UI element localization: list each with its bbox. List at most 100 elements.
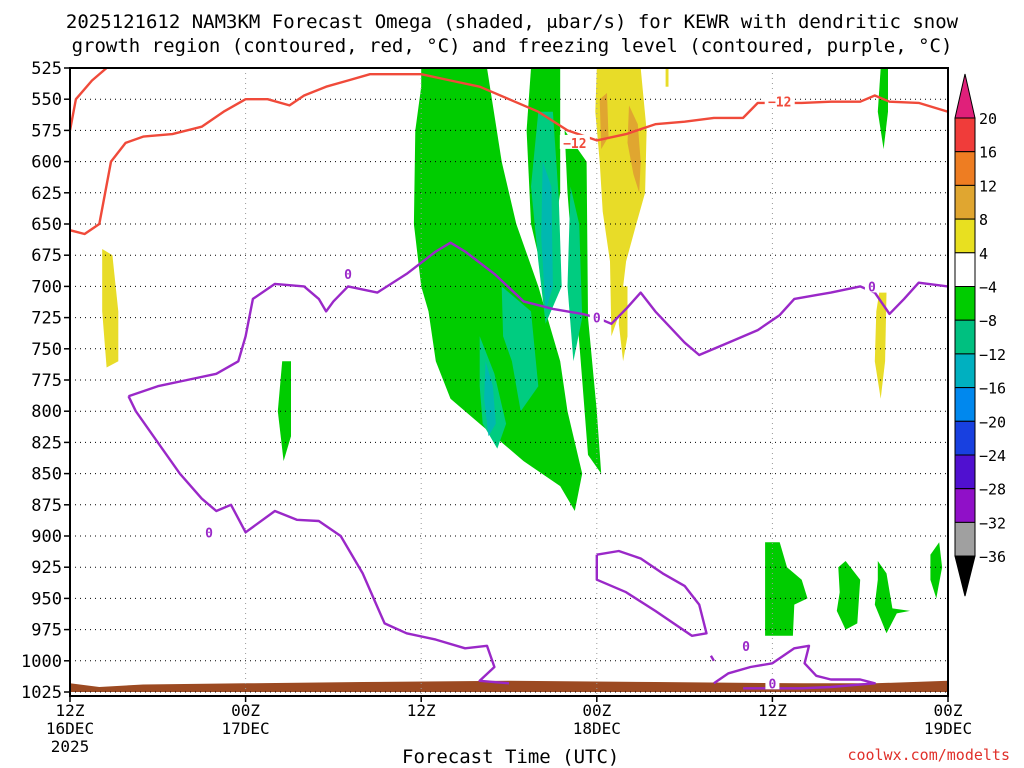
chart-title-line1: 2025121612 NAM3KM Forecast Omega (shaded… bbox=[65, 11, 959, 33]
colorbar-swatch-7 bbox=[954, 353, 976, 389]
colorbar-swatch-4 bbox=[954, 252, 976, 288]
x-tick-label-60-0: 00Z bbox=[934, 701, 963, 720]
shade-5-0 bbox=[70, 680, 948, 692]
colorbar-label-8: −16 bbox=[979, 380, 1006, 398]
contour-1-points2 bbox=[128, 241, 948, 398]
contour-label-bg-1-0 bbox=[202, 524, 217, 539]
colorbar-swatch-2 bbox=[954, 184, 976, 220]
y-tick-label-550: 550 bbox=[31, 90, 62, 110]
colorbar-swatch-1 bbox=[954, 151, 976, 186]
contour-label-1-1: 0 bbox=[344, 268, 352, 283]
shade-2-1 bbox=[484, 361, 496, 437]
y-tick-label-750: 750 bbox=[31, 340, 62, 360]
y-tick-label-650: 650 bbox=[31, 215, 62, 235]
contour-1-points3 bbox=[595, 549, 708, 637]
y-tick-label-925: 925 bbox=[31, 558, 62, 578]
colorbar-label-7: −12 bbox=[979, 346, 1006, 364]
shade-0-7 bbox=[836, 561, 861, 630]
x-axis-title: Forecast Time (UTC) bbox=[402, 746, 620, 768]
contour-label-1-5: 0 bbox=[742, 640, 750, 655]
x-tick-label-12-1: 17DEC bbox=[222, 719, 270, 738]
shade-3-3 bbox=[874, 292, 887, 399]
shade-0-3 bbox=[277, 361, 291, 462]
shade-3-4 bbox=[665, 68, 669, 87]
contour-label-0-1: −12 bbox=[768, 96, 791, 111]
plot-frame bbox=[64, 67, 949, 702]
y-tick-label-875: 875 bbox=[31, 496, 62, 516]
colorbar-label-10: −24 bbox=[979, 447, 1006, 465]
shade-0-4 bbox=[877, 68, 888, 150]
chart-title-line2: growth region (contoured, red, °C) and f… bbox=[71, 35, 953, 57]
x-tick-label-0-1: 16DEC bbox=[46, 719, 94, 738]
y-tick-label-900: 900 bbox=[31, 527, 62, 547]
y-tick-label-625: 625 bbox=[31, 184, 62, 204]
contour-label-1-3: 0 bbox=[768, 677, 776, 692]
contour-label-bg-1-3 bbox=[765, 675, 780, 690]
colorbar-swatch-10 bbox=[954, 454, 976, 490]
contour-label-1-2: 0 bbox=[593, 312, 601, 327]
colorbar-swatch-8 bbox=[954, 387, 976, 422]
y-tick-label-1000: 1000 bbox=[21, 652, 62, 672]
colorbar-label-11: −28 bbox=[979, 481, 1006, 499]
shade-4-0 bbox=[627, 105, 641, 193]
y-tick-label-850: 850 bbox=[31, 465, 62, 485]
x-tick-label-48-0: 12Z bbox=[758, 701, 787, 720]
shade-3-2 bbox=[102, 249, 119, 368]
shade-0-6 bbox=[765, 542, 808, 636]
colorbar-label-2: 12 bbox=[979, 177, 997, 195]
y-tick-label-800: 800 bbox=[31, 402, 62, 422]
x-tick-label-12-0: 00Z bbox=[231, 701, 260, 720]
contour-1-points5 bbox=[709, 655, 715, 662]
y-tick-label-950: 950 bbox=[31, 589, 62, 609]
x-tick-label-36-1: 18DEC bbox=[573, 719, 621, 738]
y-tick-label-1025: 1025 bbox=[21, 683, 62, 703]
y-tick-label-675: 675 bbox=[31, 246, 62, 266]
colorbar: 20 16 12 8 4 −4 −8 −12 −16 −20 −24 −28 −32 −36 bbox=[954, 73, 1006, 597]
colorbar-label-1: 16 bbox=[979, 144, 997, 162]
colorbar-swatch-0 bbox=[954, 117, 976, 153]
colorbar-swatch-12 bbox=[954, 521, 976, 557]
shade-2-0 bbox=[541, 161, 553, 312]
y-axis-tick-labels: 525 550 575 600 625 650 675 700 725 750 775 800 825 8… bbox=[21, 59, 62, 703]
colorbar-swatch-5 bbox=[954, 286, 976, 321]
y-tick-label-600: 600 bbox=[31, 153, 62, 173]
colorbar-label-13: −36 bbox=[979, 548, 1006, 566]
colorbar-label-3: 8 bbox=[979, 211, 988, 229]
x-tick-label-0-0: 12Z bbox=[56, 701, 85, 720]
shade-0-5 bbox=[874, 561, 910, 634]
colorbar-swatch-3 bbox=[954, 218, 976, 254]
contour-0-points2 bbox=[70, 73, 948, 236]
contour-0-points bbox=[70, 68, 108, 131]
shade-0-0 bbox=[413, 68, 583, 511]
shade-1-3 bbox=[567, 186, 583, 362]
y-tick-label-975: 975 bbox=[31, 621, 62, 641]
contour-label-bg-1-5 bbox=[739, 637, 754, 652]
colorbar-label-5: −4 bbox=[979, 279, 997, 297]
contour-1-points4 bbox=[713, 644, 876, 690]
colorbar-label-0: 20 bbox=[979, 110, 997, 128]
y-tick-label-825: 825 bbox=[31, 433, 62, 453]
plot-border bbox=[69, 67, 949, 697]
x-tick-label-60-1: 19DEC bbox=[924, 719, 972, 738]
colorbar-label-6: −8 bbox=[979, 312, 997, 330]
contour-label-1-0: 0 bbox=[205, 526, 213, 541]
y-tick-label-775: 775 bbox=[31, 371, 62, 391]
shade-0-8 bbox=[930, 542, 943, 599]
shade-3-1 bbox=[618, 286, 628, 362]
x-tick-label-0-2: 2025 bbox=[51, 737, 90, 756]
omega-shading-layer bbox=[70, 68, 948, 692]
colorbar-label-4: 4 bbox=[979, 245, 988, 263]
contour-label-bg-0-1 bbox=[764, 93, 795, 108]
colorbar-swatch-6 bbox=[954, 319, 976, 355]
shade-4-1 bbox=[599, 93, 609, 150]
colorbar-swatch-9 bbox=[954, 420, 976, 456]
contour-1-points bbox=[127, 395, 510, 685]
colorbar-top-arrow bbox=[954, 73, 976, 119]
credit-link[interactable]: coolwx.com/modelts bbox=[847, 746, 1010, 764]
y-tick-label-575: 575 bbox=[31, 121, 62, 141]
contour-lines: −12 −12 0 0 0 0 0 0 bbox=[70, 68, 948, 692]
colorbar-label-12: −32 bbox=[979, 514, 1006, 532]
colorbar-bottom-arrow bbox=[954, 555, 976, 597]
